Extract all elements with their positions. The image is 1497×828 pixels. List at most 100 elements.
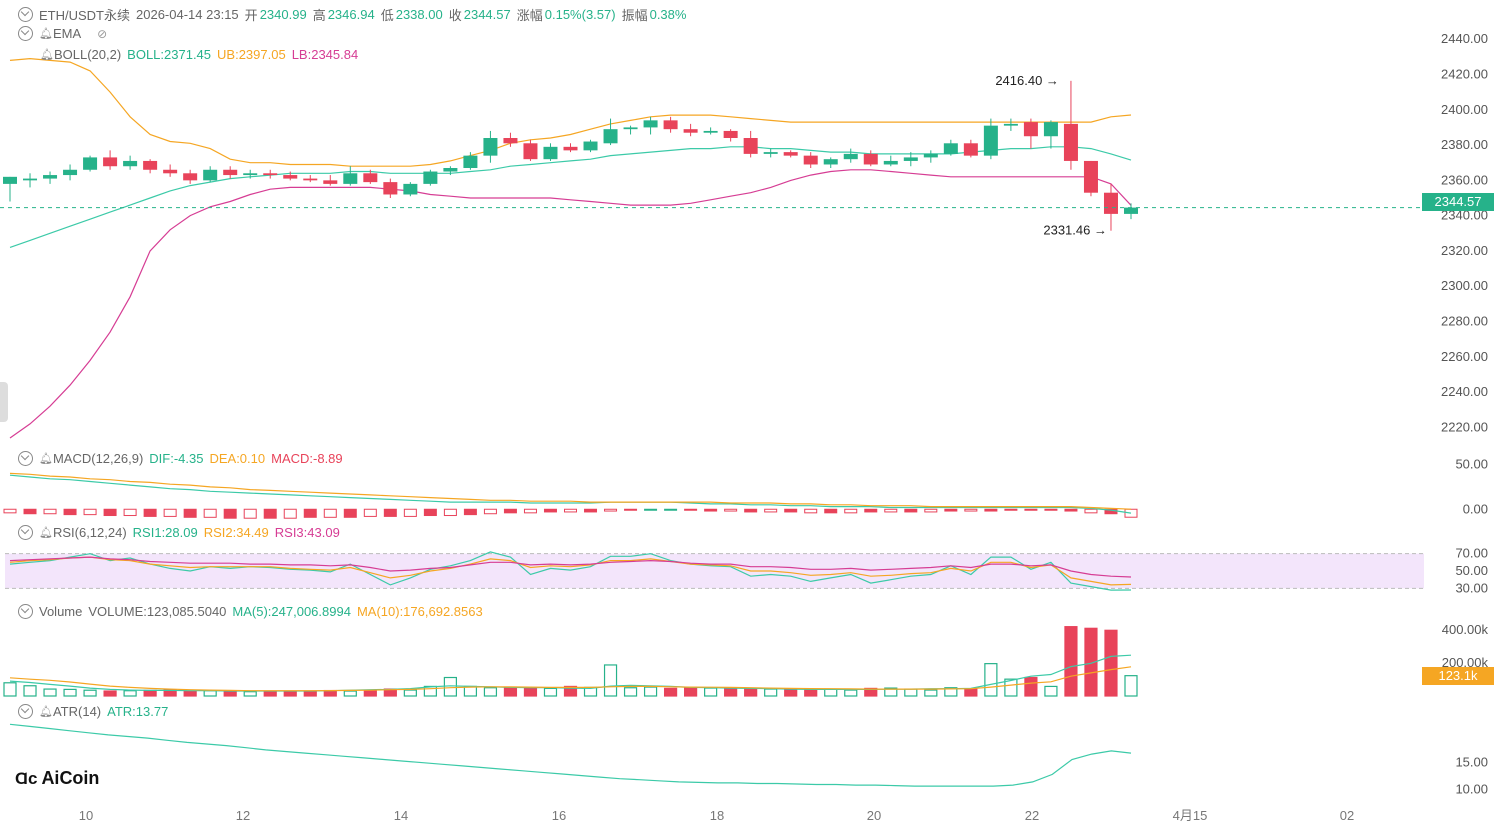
boll-label[interactable]: BOLL(20,2)	[53, 47, 122, 62]
macd-bar	[884, 508, 898, 513]
volume-bar	[343, 690, 357, 697]
volume-ma5-line	[9, 654, 1132, 692]
candle-body	[503, 138, 518, 144]
volume-bar	[3, 682, 17, 697]
collapse-icon[interactable]	[18, 451, 33, 466]
ema-label[interactable]: EMA	[52, 26, 82, 41]
macd-bar	[584, 508, 598, 513]
macd-bar	[403, 508, 417, 517]
volume-bar	[243, 691, 257, 697]
price-axis-tick: 2420.00	[1441, 66, 1488, 81]
open-label: 开	[244, 8, 258, 23]
bell-icon[interactable]: 🔔︎	[39, 527, 53, 539]
macd-bar	[704, 508, 718, 512]
dea-value: DEA:0.10	[209, 451, 266, 466]
volume-bar	[643, 686, 658, 697]
candle-body	[843, 153, 858, 160]
volume-bar	[163, 689, 177, 697]
bell-icon[interactable]: 🔔︎	[39, 28, 53, 40]
volume-bar	[1104, 629, 1118, 697]
volume-bar	[603, 664, 618, 697]
price-axis-tick: 2260.00	[1441, 349, 1488, 364]
candle-body	[943, 143, 958, 154]
macd-bar	[463, 508, 477, 516]
rsi-axis-tick: 70.00	[1455, 546, 1488, 561]
panel-collapse-handle[interactable]	[0, 382, 8, 422]
collapse-icon[interactable]	[18, 26, 33, 41]
macd-bar	[564, 508, 577, 513]
candle-body	[483, 138, 498, 156]
macd-bar	[543, 508, 557, 513]
volume-axis-tick: 400.00k	[1442, 622, 1489, 637]
volume-bar	[623, 687, 638, 697]
macd-bar	[1064, 508, 1078, 512]
candle-body	[383, 182, 398, 195]
volume-bar	[543, 687, 558, 697]
macd-bar	[824, 508, 838, 514]
collapse-icon[interactable]	[18, 704, 33, 719]
brand-name: AiCoin	[41, 768, 100, 788]
macd-bar	[644, 508, 658, 511]
collapse-icon[interactable]	[18, 7, 33, 22]
hide-eye-icon[interactable]: ⊘	[97, 26, 108, 41]
candle-body	[143, 160, 158, 170]
rsi3-value: RSI3:43.09	[274, 525, 340, 540]
atr-label[interactable]: ATR(14)	[52, 704, 102, 719]
time-axis-tick: 16	[552, 808, 566, 823]
macd-axis-tick: 0.00	[1463, 501, 1488, 516]
candle-body	[603, 129, 618, 144]
open-value: 2340.99	[259, 7, 307, 22]
macd-bar	[43, 508, 57, 515]
volume-bar	[764, 688, 778, 697]
macd-bar	[183, 508, 197, 518]
high-annotation: 2416.40 →	[995, 73, 1059, 88]
volume-bar	[363, 689, 377, 697]
collapse-icon[interactable]	[18, 604, 33, 619]
macd-bar	[1004, 508, 1018, 511]
candle-body	[803, 155, 818, 165]
bell-icon[interactable]: 🔔︎	[40, 49, 54, 61]
bell-icon[interactable]: 🔔︎	[39, 706, 53, 718]
macd-bar	[383, 508, 397, 517]
volume-bar	[744, 688, 758, 697]
candle-body	[63, 169, 78, 176]
candle-body	[983, 125, 998, 156]
rsi-band	[5, 553, 1424, 589]
symbol-label[interactable]: ETH/USDT永续	[39, 8, 131, 23]
candle-body	[83, 157, 98, 170]
volume-bar	[123, 690, 137, 697]
volume-label[interactable]: Volume	[39, 604, 83, 619]
volume-bar	[944, 687, 958, 697]
macd-label[interactable]: MACD(12,26,9)	[52, 451, 144, 466]
time-axis-tick: 12	[236, 808, 250, 823]
collapse-icon[interactable]	[18, 525, 33, 540]
candle-body	[663, 120, 678, 130]
volume-bar	[984, 663, 998, 697]
volume-bar	[263, 691, 277, 697]
vol-ma10-value: MA(10):176,692.8563	[356, 604, 483, 619]
candle-body	[163, 169, 178, 174]
volume-bar	[924, 689, 938, 697]
price-axis-tick: 2400.00	[1441, 102, 1488, 117]
volume-bar	[23, 685, 37, 697]
volume-bar	[563, 685, 578, 697]
macd-bar	[1044, 508, 1058, 511]
change-value: 0.15%(3.57)	[544, 7, 616, 22]
time-axis-tick: 18	[710, 808, 724, 823]
bell-icon[interactable]: 🔔︎	[39, 453, 53, 465]
candle-body	[623, 127, 638, 130]
boll-value: BOLL:2371.45	[127, 47, 212, 62]
rsi-label[interactable]: RSI(6,12,24)	[52, 525, 127, 540]
volume-bar	[704, 687, 718, 697]
volume-bar	[884, 687, 898, 697]
candle-body	[423, 171, 438, 184]
candle-body	[643, 120, 658, 128]
volume-bar	[1024, 676, 1038, 697]
macd-bar	[423, 508, 437, 517]
volume-bar	[403, 689, 417, 697]
candle-body	[583, 141, 598, 151]
macd-bar	[744, 508, 758, 513]
macd-bar	[83, 508, 97, 516]
macd-bar	[844, 508, 858, 514]
